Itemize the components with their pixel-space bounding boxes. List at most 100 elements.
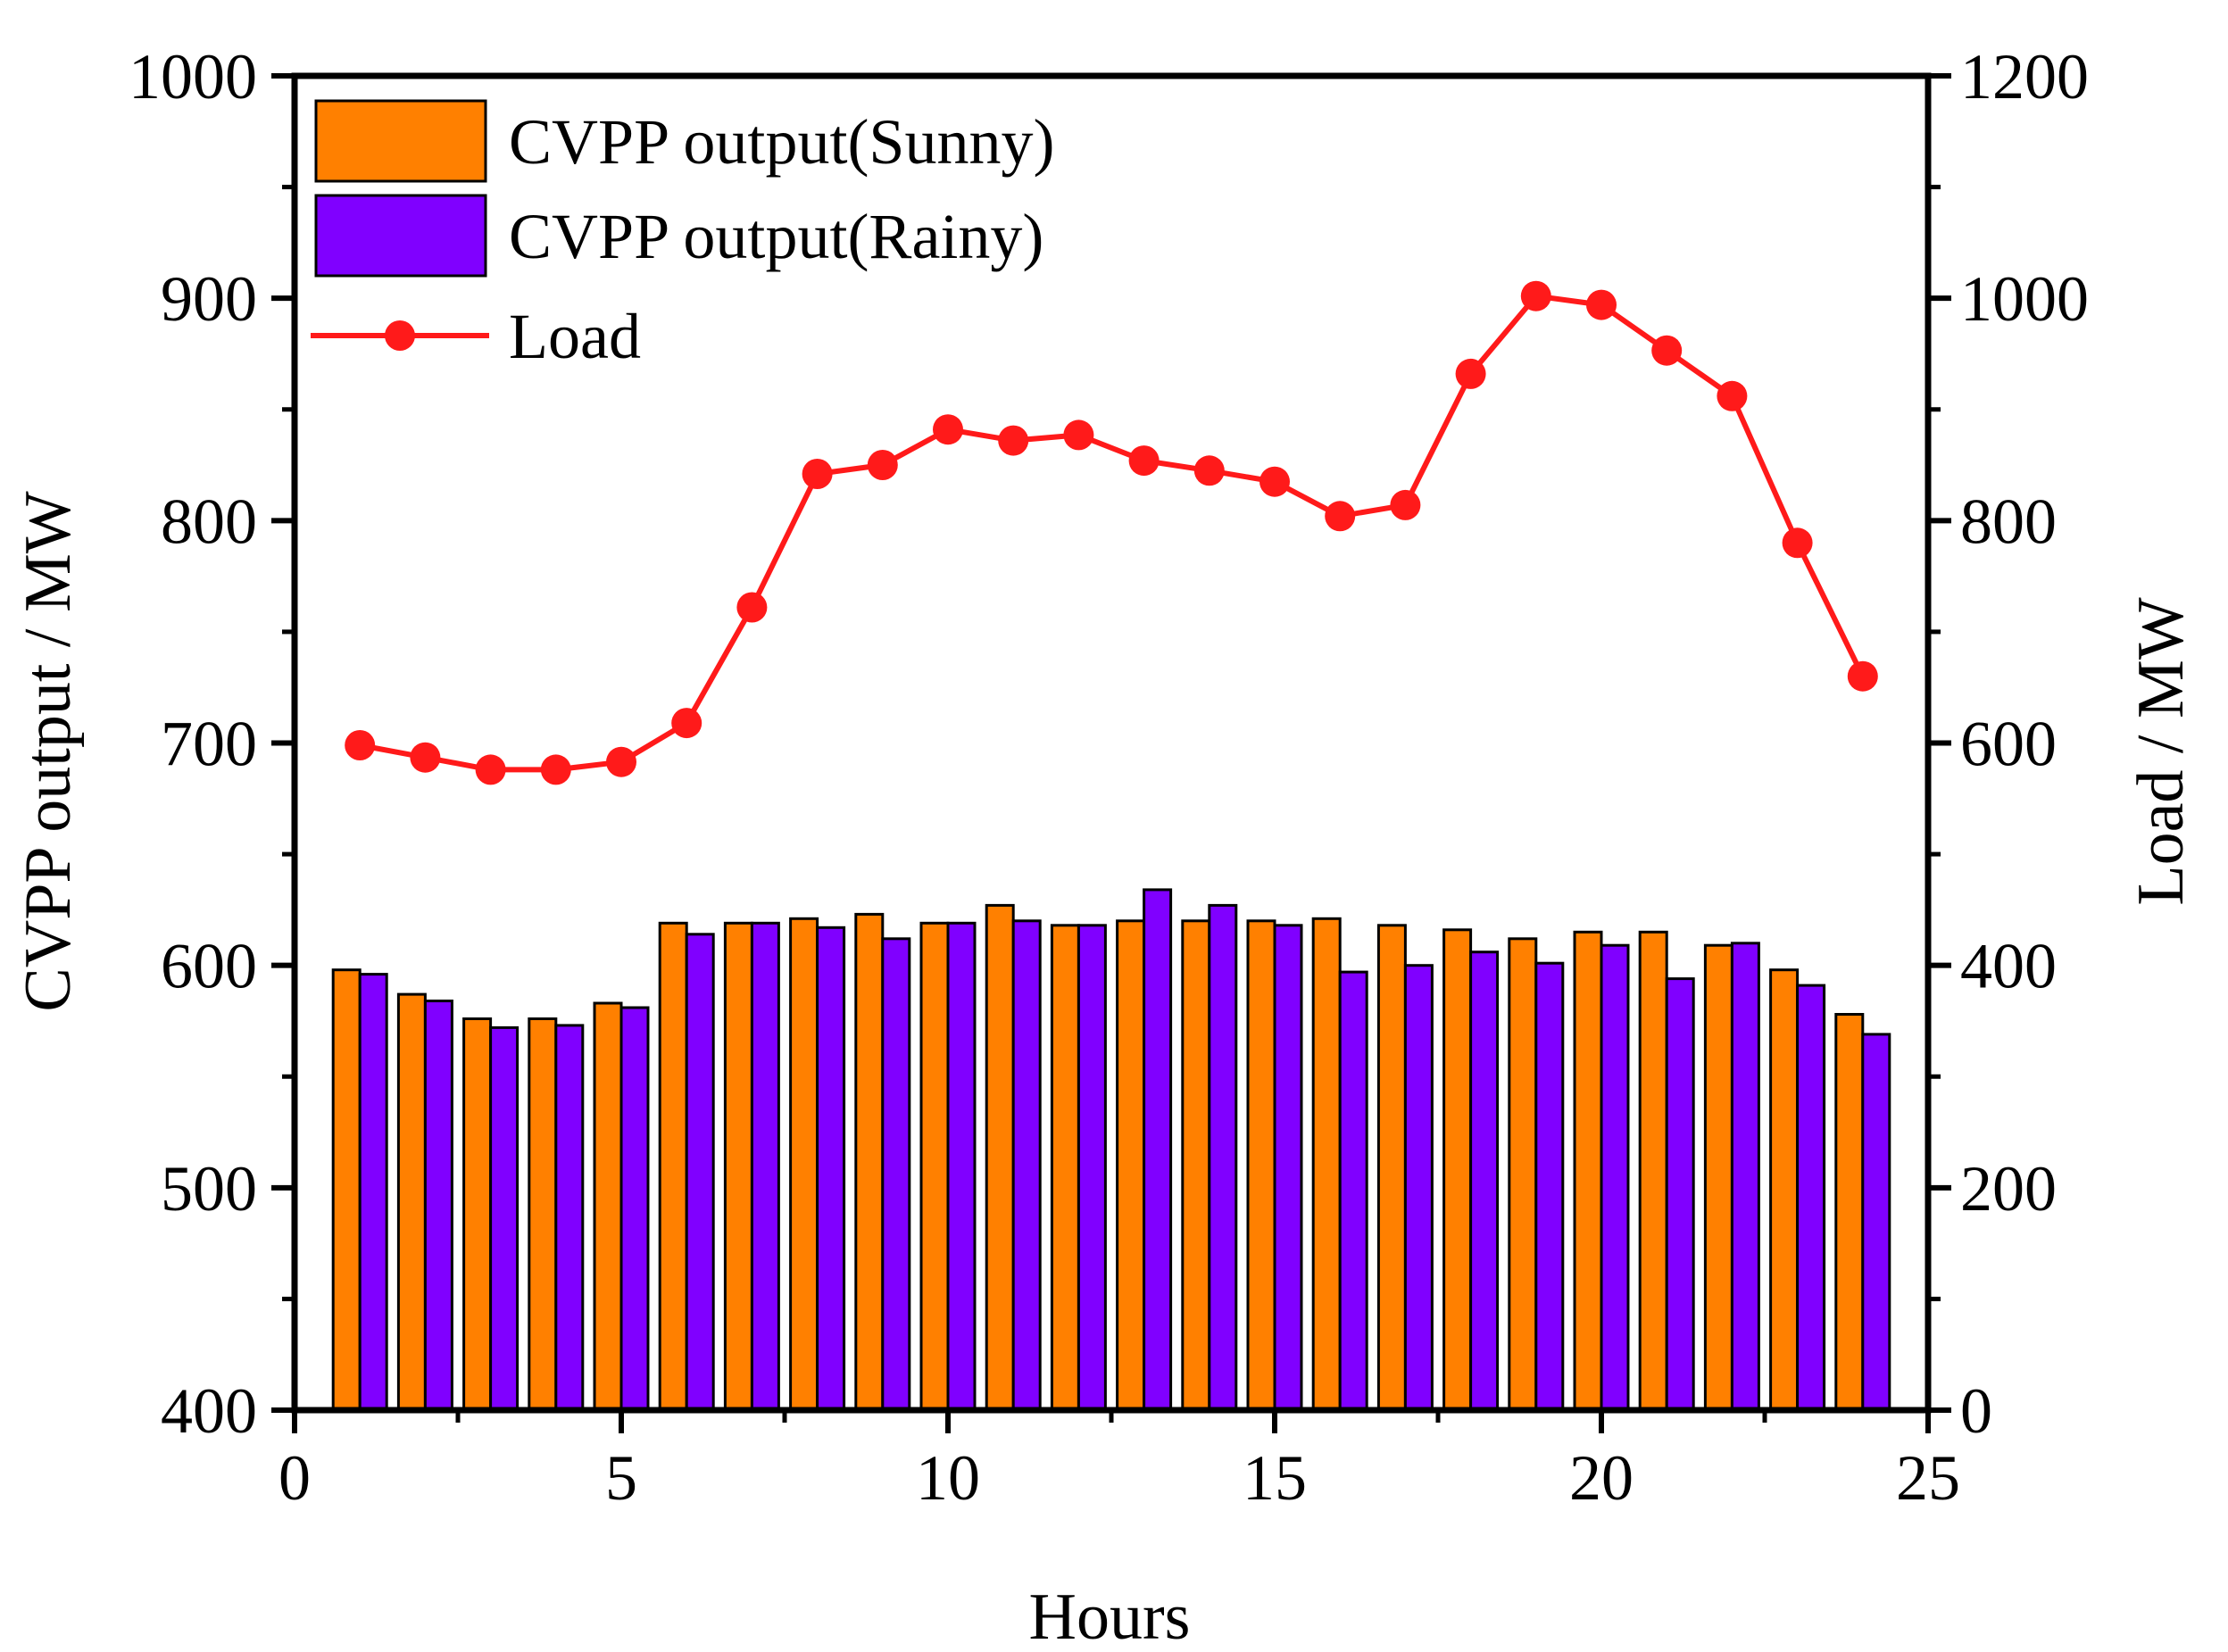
bar-sunny-10 [919, 921, 950, 1412]
bar-sunny-20 [1573, 930, 1603, 1412]
bar-rainy-23 [1796, 984, 1826, 1412]
bar-sunny-19 [1508, 937, 1538, 1412]
bar-sunny-11 [985, 903, 1015, 1412]
legend-swatch-sunny [314, 99, 487, 183]
bar-sunny-18 [1442, 928, 1473, 1412]
bar-rainy-13 [1143, 888, 1173, 1412]
legend-label-sunny: CVPP output(Sunny) [509, 106, 1054, 178]
x-tick-label-0: 0 [278, 1442, 311, 1514]
point-load-21 [1651, 335, 1683, 366]
point-load-6 [671, 708, 702, 739]
bar-rainy-12 [1077, 924, 1107, 1412]
y-left-tick-label-600: 600 [161, 931, 257, 1002]
x-tick-label-15: 15 [1243, 1442, 1307, 1514]
point-load-24 [1847, 660, 1878, 692]
point-load-13 [1128, 445, 1160, 477]
bar-rainy-7 [750, 921, 780, 1412]
bar-sunny-17 [1376, 924, 1407, 1412]
bar-rainy-10 [946, 921, 977, 1412]
x-axis-title: Hours [1029, 1581, 1191, 1652]
bar-sunny-6 [658, 921, 688, 1412]
point-load-9 [867, 450, 898, 480]
bar-sunny-8 [789, 917, 819, 1412]
bar-rainy-21 [1665, 977, 1695, 1412]
point-load-23 [1782, 527, 1813, 559]
bar-rainy-22 [1730, 942, 1760, 1412]
point-load-7 [736, 592, 768, 623]
y-left-axis-title: CVPP output / MW [12, 491, 85, 1011]
y-right-tick-label-800: 800 [1960, 486, 2057, 557]
bar-rainy-5 [619, 1006, 650, 1412]
point-load-19 [1520, 280, 1551, 311]
y-right-tick-label-1000: 1000 [1960, 263, 2089, 335]
bars-layer [331, 888, 1891, 1412]
bar-sunny-3 [462, 1017, 493, 1412]
point-load-1 [345, 730, 376, 760]
bar-rainy-11 [1011, 919, 1042, 1412]
point-load-20 [1586, 289, 1617, 320]
bar-rainy-2 [423, 1000, 453, 1412]
y-right-tick-label-200: 200 [1960, 1153, 2057, 1224]
point-load-14 [1193, 455, 1225, 486]
y-right-tick-label-600: 600 [1960, 709, 2057, 780]
bar-rainy-4 [554, 1024, 585, 1412]
legend-marker-load [385, 320, 415, 351]
legend-label-load: Load [509, 301, 641, 372]
bar-rainy-18 [1469, 951, 1500, 1412]
bar-rainy-17 [1403, 964, 1434, 1412]
bar-rainy-3 [489, 1025, 520, 1412]
point-load-22 [1717, 380, 1748, 411]
bar-sunny-13 [1116, 919, 1146, 1412]
bar-sunny-5 [593, 1001, 623, 1412]
ticks-layer: 0 5 10 15 20 25 400 500 600 700 800 900 1000 0 200 400 6… [129, 41, 2089, 1514]
point-load-4 [540, 754, 571, 785]
bar-sunny-21 [1638, 930, 1668, 1412]
bar-rainy-6 [685, 933, 715, 1412]
legend-swatch-rainy [314, 194, 487, 278]
point-load-10 [933, 414, 963, 445]
bar-sunny-7 [723, 921, 753, 1412]
bar-sunny-12 [1050, 924, 1080, 1412]
bar-sunny-16 [1311, 917, 1342, 1412]
point-load-17 [1390, 489, 1421, 520]
bar-rainy-9 [881, 937, 911, 1412]
y-left-tick-label-400: 400 [161, 1375, 257, 1447]
point-load-15 [1259, 466, 1290, 497]
y-left-tick-label-800: 800 [161, 486, 257, 557]
y-left-tick-label-900: 900 [161, 263, 257, 335]
y-left-tick-label-1000: 1000 [129, 41, 257, 112]
x-tick-label-20: 20 [1569, 1442, 1634, 1514]
bar-rainy-24 [1861, 1033, 1891, 1412]
bar-sunny-1 [331, 968, 362, 1412]
bar-sunny-4 [528, 1017, 558, 1412]
x-tick-label-5: 5 [605, 1442, 637, 1514]
line-layer [345, 280, 1878, 785]
y-right-tick-label-1200: 1200 [1960, 41, 2089, 112]
bar-sunny-24 [1834, 1013, 1865, 1412]
bar-sunny-15 [1246, 919, 1276, 1412]
y-left-tick-label-700: 700 [161, 709, 257, 780]
y-right-axis-title: Load / MW [2124, 597, 2198, 905]
y-right-tick-label-0: 0 [1960, 1375, 1992, 1447]
bar-rainy-19 [1534, 961, 1565, 1412]
bar-rainy-20 [1600, 943, 1630, 1412]
bar-sunny-2 [396, 992, 427, 1412]
bar-rainy-1 [358, 973, 388, 1412]
point-load-11 [998, 425, 1029, 456]
y-right-tick-label-400: 400 [1960, 931, 2057, 1002]
point-load-2 [410, 742, 441, 773]
point-load-5 [606, 746, 636, 777]
legend: CVPP output(Sunny) CVPP output(Rainy) Lo… [311, 99, 1054, 372]
x-tick-label-10: 10 [916, 1442, 980, 1514]
point-load-3 [475, 754, 506, 785]
point-load-16 [1325, 501, 1356, 532]
bar-sunny-23 [1769, 968, 1800, 1412]
bar-sunny-9 [854, 912, 885, 1412]
x-tick-label-25: 25 [1896, 1442, 1960, 1514]
bar-rainy-16 [1338, 970, 1368, 1412]
bar-rainy-14 [1208, 903, 1238, 1412]
point-load-18 [1455, 358, 1486, 389]
point-load-12 [1063, 419, 1094, 451]
bar-rainy-15 [1273, 924, 1303, 1412]
